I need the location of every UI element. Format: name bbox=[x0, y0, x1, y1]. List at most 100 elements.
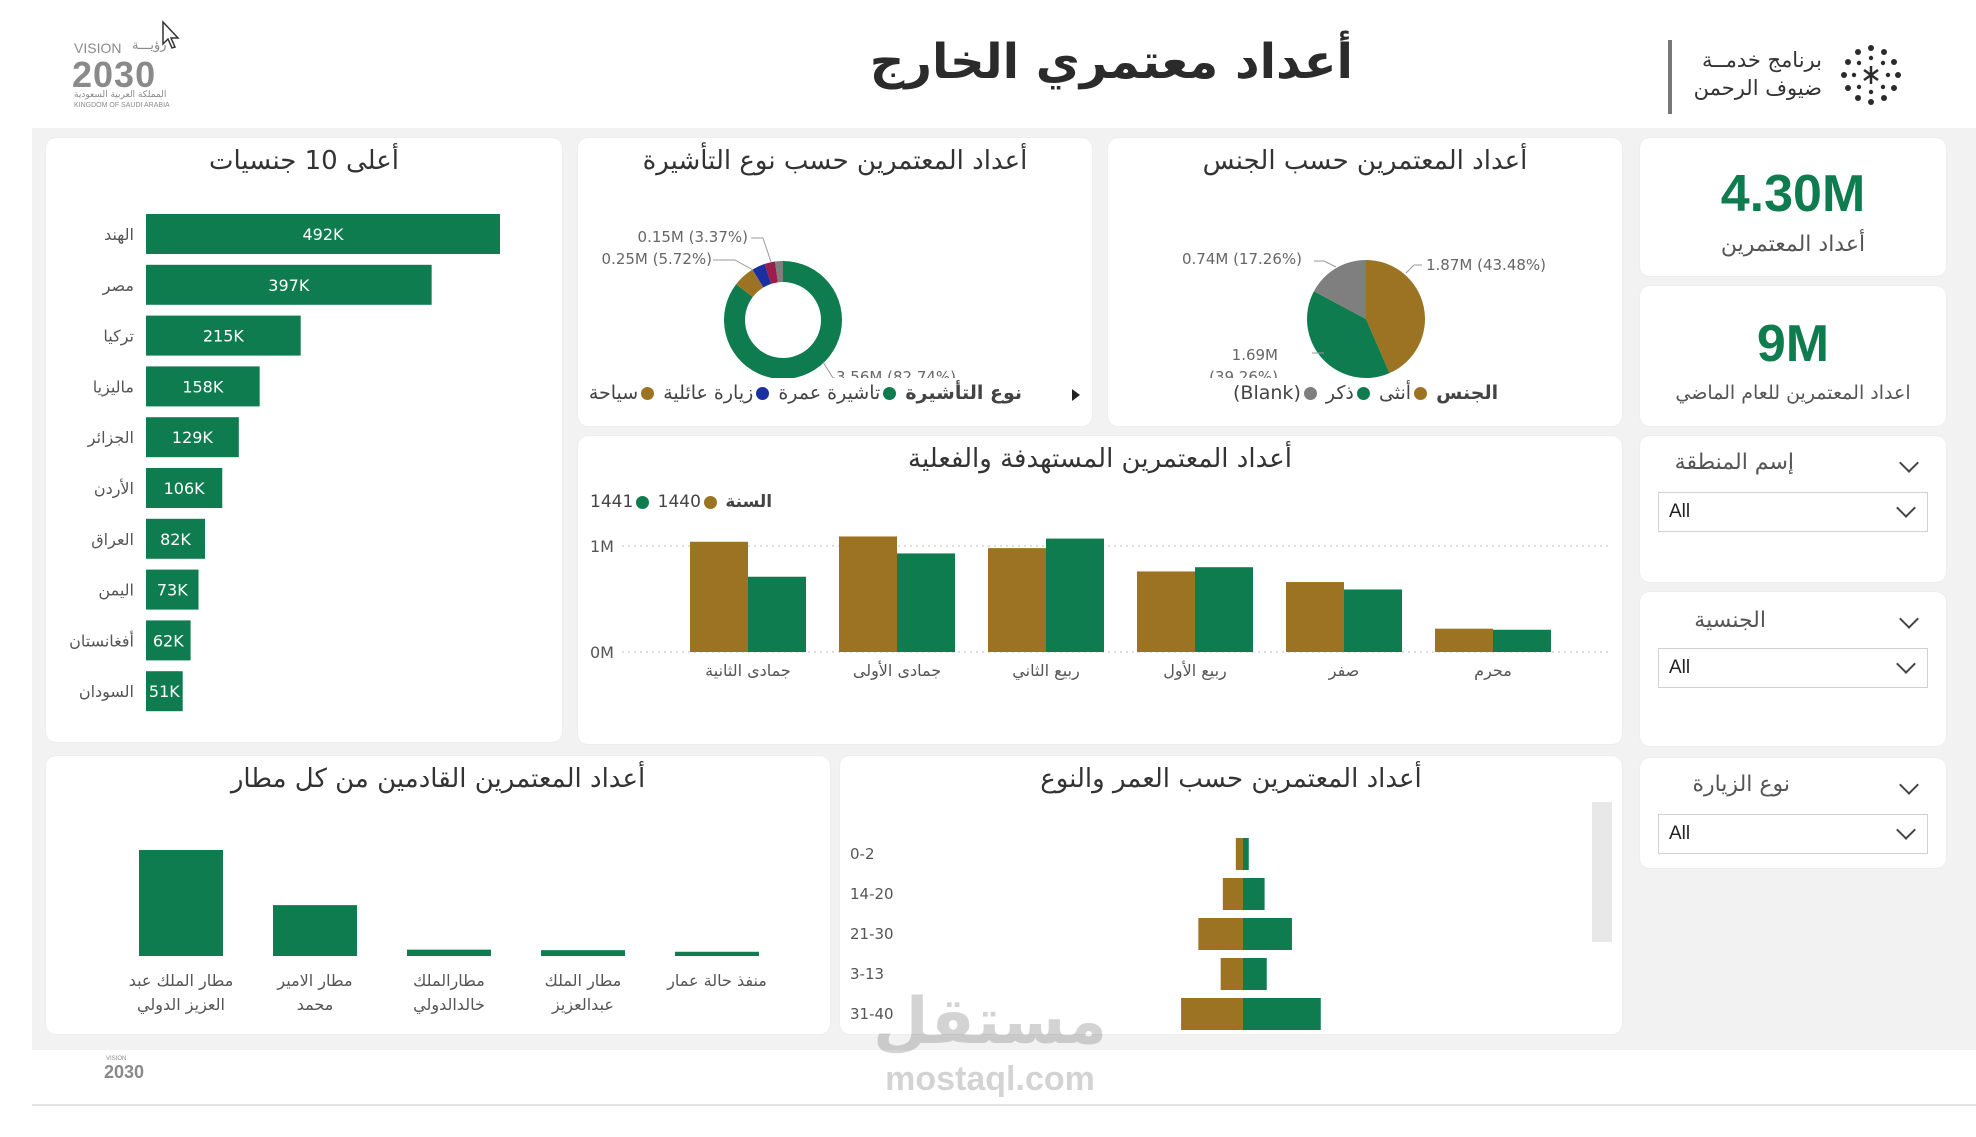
y-tick-0m: 0M bbox=[590, 643, 614, 662]
legend-next-arrow-icon[interactable] bbox=[1070, 387, 1082, 403]
visa-leader-line bbox=[751, 237, 772, 263]
age-bar-female bbox=[1181, 998, 1243, 1030]
column-1441 bbox=[1046, 538, 1104, 652]
visa-leader-line bbox=[713, 259, 754, 271]
gender-leader-line bbox=[1314, 260, 1337, 268]
nationality-value-label: 158K bbox=[182, 377, 224, 396]
nationality-label: العراق bbox=[91, 530, 134, 550]
filter-nationality-dropdown[interactable]: All bbox=[1658, 648, 1928, 688]
chevron-down-icon bbox=[1896, 820, 1916, 840]
age-label: 0-2 bbox=[850, 845, 875, 863]
target-actual-panel: أعداد المعتمرين المستهدفة والفعلية السنة… bbox=[578, 436, 1622, 744]
airports-title: أعداد المعتمرين القادمين من كل مطار bbox=[230, 764, 646, 794]
target-actual-chart: 1M 0M جمادى الثانية جمادى الأولى ربيع الثاني… bbox=[590, 536, 1610, 681]
nationality-label: الهند bbox=[104, 225, 134, 245]
airport-label-line2: محمد bbox=[297, 995, 334, 1014]
visa-type-title: أعداد المعتمرين حسب نوع التأشيرة bbox=[642, 146, 1028, 176]
visa-type-panel: أعداد المعتمرين حسب نوع التأشيرة 3.56M (… bbox=[578, 138, 1092, 426]
year-legend-item-1441[interactable]: 1441 bbox=[590, 492, 652, 512]
watermark-ar: مستقل bbox=[872, 985, 1108, 1059]
filter-nationality-title: الجنسية bbox=[1694, 608, 1766, 633]
gender-title: أعداد المعتمرين حسب الجنس bbox=[1202, 146, 1528, 176]
filter-nationality-card: الجنسية All bbox=[1640, 592, 1946, 746]
age-bar-male bbox=[1243, 958, 1267, 990]
nationality-label: مصر bbox=[102, 276, 134, 296]
airport-bar bbox=[139, 850, 223, 956]
nationality-label: الأردن bbox=[94, 478, 134, 499]
age-gender-title: أعداد المعتمرين حسب العمر والنوع bbox=[1040, 764, 1422, 794]
year-legend-item-1440[interactable]: 1440 bbox=[658, 492, 720, 512]
age-bar-female bbox=[1222, 878, 1243, 910]
month-label: جمادى الأولى bbox=[853, 660, 941, 681]
column-1440 bbox=[988, 548, 1046, 652]
column-1441 bbox=[748, 576, 806, 652]
kpi-card-last-year: 9M اعداد المعتمرين للعام الماضي bbox=[1640, 286, 1946, 426]
gender-legend: الجنس أنثى ذكر (Blank) bbox=[1233, 382, 1498, 404]
nationality-value-label: 82K bbox=[160, 530, 191, 549]
age-bar-female bbox=[1198, 918, 1243, 950]
gender-legend-title: الجنس bbox=[1436, 382, 1499, 404]
nationality-bar bbox=[146, 315, 301, 356]
kpi-total-label: أعداد المعتمرين bbox=[1720, 232, 1866, 257]
vision-word: VISION bbox=[74, 40, 122, 56]
filter-region-dropdown[interactable]: All bbox=[1658, 492, 1928, 532]
header: VISION رؤيـــة 2030 المملكة العربية السع… bbox=[0, 0, 1976, 128]
kpi-last-year-value: 9M bbox=[1756, 315, 1830, 373]
nationality-bar bbox=[146, 518, 205, 559]
age-gender-scrollbar[interactable] bbox=[1592, 802, 1612, 942]
filter-region-title: إسم المنطقة bbox=[1674, 450, 1794, 475]
kpi-card-total: 4.30M أعداد المعتمرين bbox=[1640, 138, 1946, 276]
filter-region-collapse-icon[interactable] bbox=[1899, 453, 1919, 473]
gender-label-male-1: 1.69M bbox=[1232, 346, 1278, 364]
watermark-en: mostaql.com bbox=[885, 1060, 1095, 1098]
nationality-label: اليمن bbox=[98, 581, 134, 601]
airport-label-line2: خالدالدولي bbox=[413, 995, 485, 1015]
airport-label-line2: عبدالعزيز bbox=[551, 995, 614, 1015]
filter-visit-type-value: All bbox=[1669, 823, 1691, 844]
airports-chart: مطار الملك عبد العزيز الدولي مطار الامير مح… bbox=[129, 850, 767, 1015]
gender-label-female: 1.87M (43.48%) bbox=[1426, 256, 1546, 274]
filter-region-card: إسم المنطقة All bbox=[1640, 436, 1946, 582]
nationality-label: ماليزيا bbox=[93, 377, 134, 397]
month-label: جمادى الثانية bbox=[705, 661, 791, 680]
nationality-value-label: 51K bbox=[149, 682, 180, 701]
age-bar-male bbox=[1243, 838, 1249, 870]
mouse-cursor-icon bbox=[162, 20, 180, 49]
age-label: 14-20 bbox=[850, 885, 894, 903]
airport-bar bbox=[675, 951, 759, 956]
visa-slice bbox=[736, 269, 764, 297]
nationality-bar bbox=[146, 569, 199, 610]
nationality-bar bbox=[146, 620, 191, 661]
airport-bar bbox=[273, 905, 357, 956]
visa-type-legend: نوع التأشيرة تاشيرة عمرة زيارة عائلية سي… bbox=[589, 382, 1022, 404]
filter-visit-type-title: نوع الزيارة bbox=[1692, 772, 1790, 797]
filter-visit-type-dropdown[interactable]: All bbox=[1658, 814, 1928, 854]
nationality-bar bbox=[146, 468, 223, 508]
filter-nationality-collapse-icon[interactable] bbox=[1899, 609, 1919, 629]
footer-vision-logo: VISION 2030 bbox=[104, 1056, 145, 1082]
nationality-bar bbox=[146, 671, 183, 712]
top-nationalities-panel: أعلى 10 جنسيات الهند 492K مصر 397K تركيا 215K… bbox=[46, 138, 562, 742]
nationality-value-label: 492K bbox=[302, 225, 344, 244]
visa-legend-item-family[interactable]: زيارة عائلية bbox=[663, 382, 772, 404]
column-1441 bbox=[1195, 567, 1253, 652]
footer-divider bbox=[32, 1104, 1976, 1106]
visa-legend-item-umrah[interactable]: تاشيرة عمرة bbox=[778, 382, 899, 404]
gender-legend-item-blank[interactable]: (Blank) bbox=[1233, 382, 1320, 404]
visa-label-family: 0.15M (3.37%) bbox=[638, 228, 748, 246]
filter-nationality-value: All bbox=[1669, 657, 1691, 678]
age-bar-female bbox=[1220, 958, 1243, 990]
gender-leader-line bbox=[1405, 264, 1422, 274]
gender-legend-item-male[interactable]: ذكر bbox=[1326, 382, 1373, 404]
visa-label-umrah: 3.56M (82.74%) bbox=[836, 368, 956, 378]
gender-chart: 1.87M (43.48%) 0.74M (17.26%) 1.69M (39.26%… bbox=[1182, 250, 1546, 378]
visa-legend-item-tourism[interactable]: سياحة bbox=[589, 382, 657, 404]
top-nationalities-chart: الهند 492K مصر 397K تركيا 215K ماليزيا 158K الجز… bbox=[69, 214, 500, 712]
top-nationalities-title: أعلى 10 جنسيات bbox=[209, 146, 399, 176]
gender-legend-item-female[interactable]: أنثى bbox=[1379, 382, 1430, 404]
vision-year: 2030 bbox=[72, 54, 157, 95]
nationality-bar bbox=[146, 214, 500, 254]
filter-visit-type-collapse-icon[interactable] bbox=[1899, 775, 1919, 795]
age-bar-female bbox=[1235, 838, 1243, 870]
age-bar-male bbox=[1243, 918, 1292, 950]
